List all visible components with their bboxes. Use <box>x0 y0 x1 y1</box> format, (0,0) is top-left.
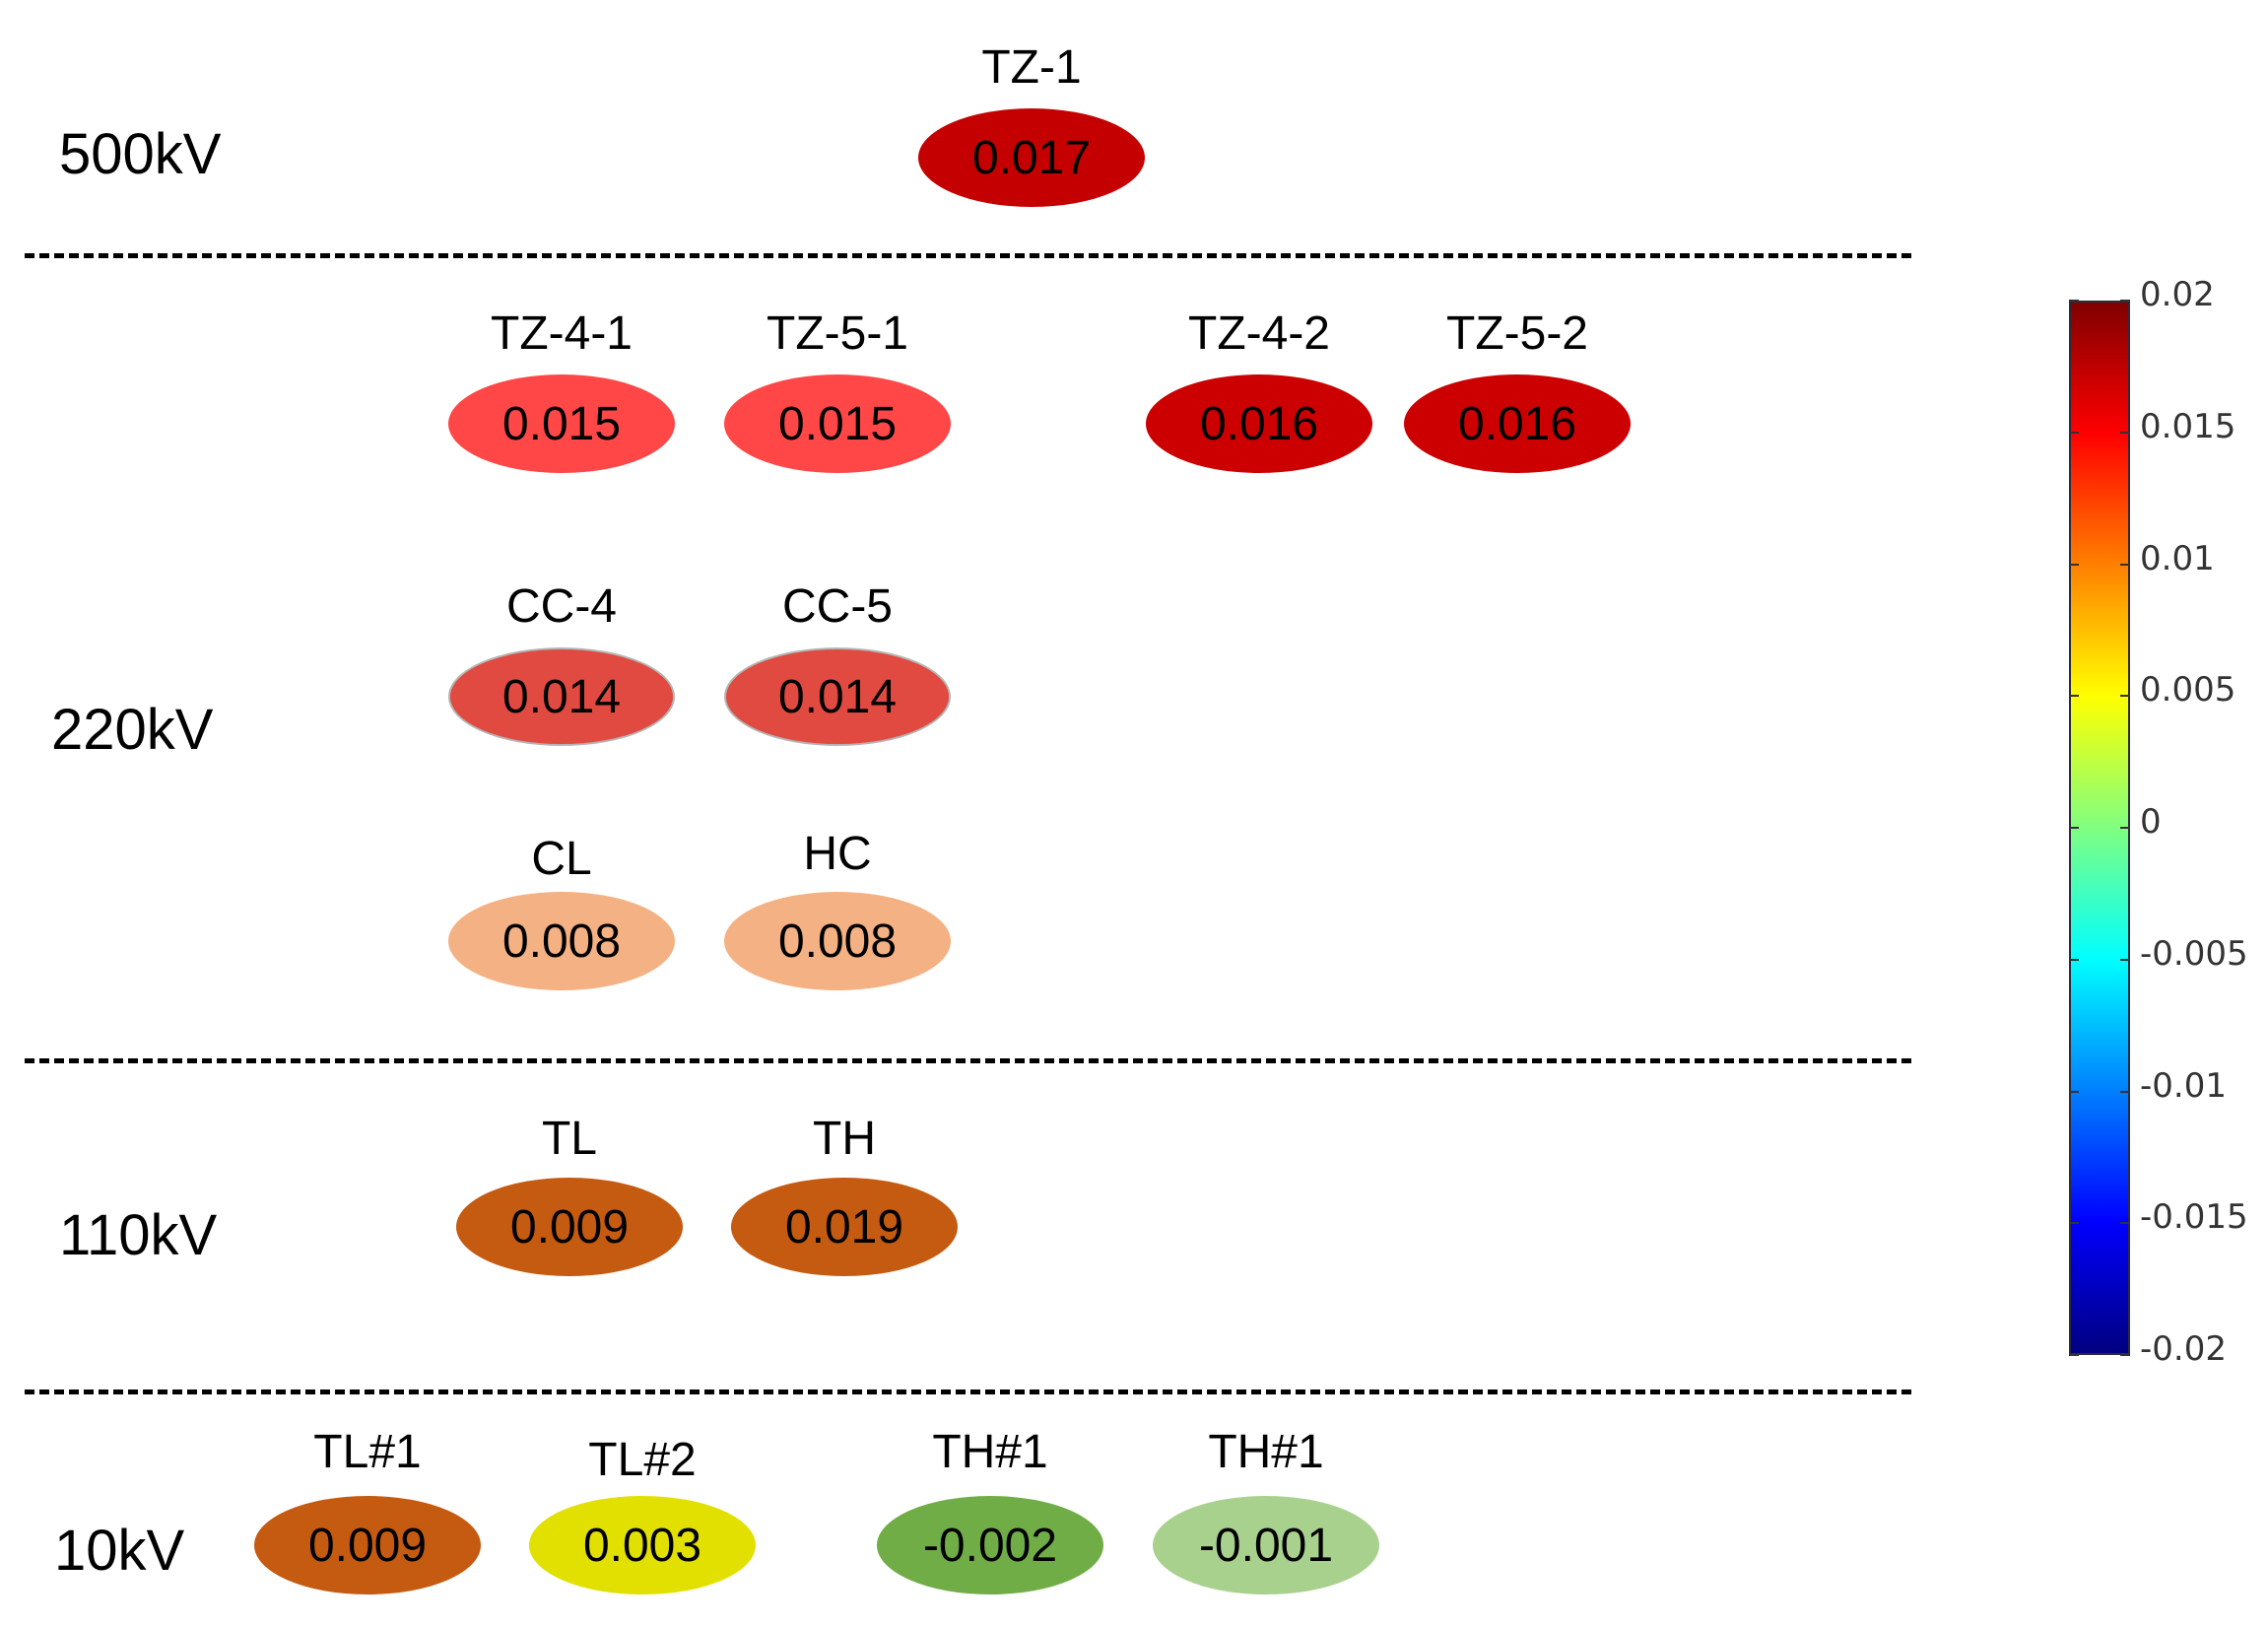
colorbar-tick-right <box>2120 1090 2130 1093</box>
colorbar-tick-right <box>2120 827 2130 829</box>
colorbar-tick-label: 0.01 <box>2140 538 2215 578</box>
level-label-220kv: 220kV <box>51 698 214 762</box>
colorbar-tick-label: 0.02 <box>2140 275 2215 314</box>
colorbar-tick-right <box>2120 1354 2130 1356</box>
colorbar-tick-right <box>2120 1222 2130 1225</box>
colorbar-tick-label: 0.015 <box>2140 406 2236 446</box>
level-label-500kv: 500kV <box>59 122 222 186</box>
node-value: 0.014 <box>724 647 951 746</box>
node-value: 0.009 <box>254 1496 481 1594</box>
node-name: TL <box>541 1113 597 1165</box>
node-name: TZ-5-2 <box>1446 307 1588 360</box>
divider-220-110 <box>25 1058 1911 1063</box>
colorbar-tick-label: -0.015 <box>2140 1197 2248 1238</box>
node-name: TZ-4-1 <box>491 307 633 360</box>
colorbar-tick-right <box>2120 431 2130 434</box>
colorbar-tick-left <box>2069 1090 2079 1093</box>
node-name: CC-4 <box>505 580 617 633</box>
colorbar-tick-left <box>2069 431 2079 434</box>
node-value: 0.003 <box>529 1496 756 1594</box>
colorbar-tick-left <box>2069 1354 2079 1356</box>
colorbar-tick-right <box>2120 563 2130 566</box>
divider-500-220 <box>25 253 1911 258</box>
colorbar-tick-label: -0.02 <box>2140 1329 2227 1369</box>
node-value: 0.017 <box>918 108 1145 207</box>
colorbar-tick-label: 0 <box>2140 802 2162 842</box>
divider-110-10 <box>25 1390 1911 1394</box>
node-name: CC-5 <box>781 580 893 633</box>
colorbar-tick-left <box>2069 300 2079 302</box>
colorbar-tick-left <box>2069 563 2079 566</box>
node-name: TH#1 <box>932 1426 1048 1478</box>
node-value: 0.008 <box>448 892 675 990</box>
node-value: 0.019 <box>731 1178 958 1276</box>
node-value: 0.016 <box>1146 374 1372 473</box>
colorbar-tick-label: -0.005 <box>2140 933 2248 974</box>
node-value: -0.002 <box>877 1496 1103 1594</box>
node-name: TL#2 <box>588 1434 697 1486</box>
colorbar-tick-left <box>2069 958 2079 961</box>
colorbar-tick-left <box>2069 695 2079 698</box>
node-name: TH#1 <box>1208 1426 1324 1478</box>
colorbar-tick-right <box>2120 300 2130 302</box>
node-name: TZ-4-2 <box>1188 307 1330 360</box>
colorbar-tick-left <box>2069 827 2079 829</box>
node-name: TZ-1 <box>981 41 1082 94</box>
node-name: CL <box>531 833 592 885</box>
level-label-110kv: 110kV <box>59 1203 218 1267</box>
node-value: 0.015 <box>724 374 951 473</box>
colorbar-tick-left <box>2069 1222 2079 1225</box>
node-name: TL#1 <box>313 1426 422 1478</box>
node-value: 0.008 <box>724 892 951 990</box>
node-value: 0.016 <box>1404 374 1631 473</box>
level-label-10kv: 10kV <box>54 1519 185 1583</box>
node-name: HC <box>803 828 872 880</box>
colorbar-tick-label: -0.01 <box>2140 1065 2227 1106</box>
colorbar-tick-label: 0.005 <box>2140 670 2236 711</box>
node-name: TZ-5-1 <box>767 307 908 360</box>
node-value: 0.014 <box>448 647 675 746</box>
node-value: 0.009 <box>456 1178 683 1276</box>
colorbar-tick-right <box>2120 958 2130 961</box>
node-value: -0.001 <box>1153 1496 1379 1594</box>
node-name: TH <box>813 1113 876 1165</box>
node-value: 0.015 <box>448 374 675 473</box>
colorbar-tick-right <box>2120 695 2130 698</box>
